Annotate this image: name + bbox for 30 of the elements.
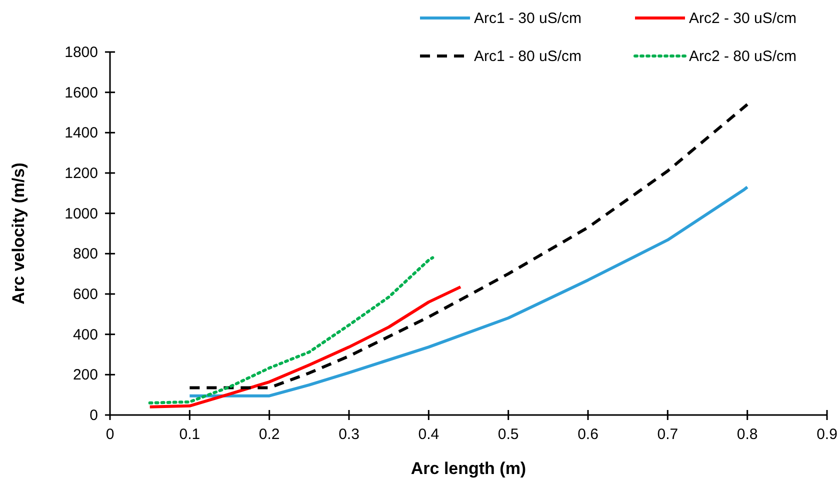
y-tick-label: 0 <box>90 407 98 424</box>
y-tick-label: 1800 <box>64 44 98 61</box>
x-tick-label: 0.2 <box>258 426 280 443</box>
legend-label: Arc2 - 30 uS/cm <box>689 10 797 27</box>
line-series <box>188 102 749 390</box>
y-tick-label: 800 <box>72 246 98 263</box>
x-axis-title: Arc length (m) <box>410 459 526 478</box>
x-tick-label: 0.3 <box>338 426 360 443</box>
x-tick-label: 0.5 <box>498 426 519 443</box>
x-tick-label: 0.7 <box>657 426 678 443</box>
legend-label: Arc2 - 80 uS/cm <box>689 48 797 65</box>
x-tick-label: 0.8 <box>736 426 758 443</box>
y-tick-label: 400 <box>72 326 98 344</box>
y-tick-label: 1000 <box>64 205 98 222</box>
line-series <box>188 186 749 398</box>
x-tick-label: 0 <box>106 426 114 443</box>
y-tick-label: 200 <box>72 366 98 384</box>
line-series <box>148 256 434 404</box>
x-tick-label: 0.6 <box>578 426 598 443</box>
y-tick-label: 600 <box>72 286 98 303</box>
x-tick-label: 0.1 <box>179 426 200 443</box>
x-tick-label: 0.4 <box>418 426 440 443</box>
line-series <box>148 285 462 408</box>
y-tick-label: 1600 <box>64 84 98 102</box>
legend-label: Arc1 - 30 uS/cm <box>474 10 582 27</box>
y-tick-label: 1400 <box>64 124 98 142</box>
y-axis-title: Arc velocity (m/s) <box>9 162 28 304</box>
x-tick-label: 0.9 <box>816 426 838 443</box>
legend-label: Arc1 - 80 uS/cm <box>474 48 582 65</box>
y-tick-label: 1200 <box>64 165 98 182</box>
